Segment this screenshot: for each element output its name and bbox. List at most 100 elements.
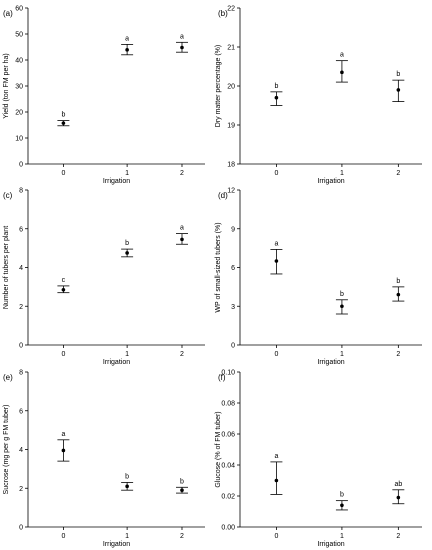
data-point [180,237,184,242]
significance-letter: b [125,473,129,480]
y-tick-label: 40 [15,58,23,65]
x-axis-title: Irrigation [317,359,344,366]
y-tick-label: 0.10 [221,370,235,377]
y-axis-title: WP of small-sized tubers (%) [215,222,222,312]
x-tick-label: 0 [274,351,278,358]
y-tick-label: 2 [19,304,23,311]
x-tick-label: 2 [396,533,400,540]
panel-label: (e) [3,373,13,382]
data-point [396,495,401,500]
x-axis-title: Irrigation [317,541,344,548]
significance-letter: ab [394,481,402,488]
x-tick-label: 1 [125,351,129,358]
data-point [61,448,66,453]
y-tick-label: 0 [19,343,23,350]
y-tick-label: 0 [19,525,23,532]
panel-label: (f) [218,373,226,382]
significance-letter: a [180,33,184,40]
x-tick-label: 1 [340,351,344,358]
y-tick-label: 0.08 [221,401,235,408]
data-point [340,503,344,508]
significance-letter: b [396,71,400,78]
significance-letter: a [340,52,344,59]
x-tick-label: 2 [180,533,184,540]
data-point [274,95,279,100]
x-tick-label: 0 [61,170,65,177]
y-tick-label: 60 [15,6,23,13]
y-axis-title: Yield (ton FM per ha) [3,53,10,119]
y-axis-title: Number of tubers per plant [3,226,10,309]
x-tick-label: 0 [61,351,65,358]
y-tick-label: 22 [227,6,235,13]
y-tick-label: 12 [227,188,235,195]
y-tick-label: 21 [227,45,235,52]
y-tick-label: 6 [19,226,23,233]
y-tick-label: 0.00 [221,525,235,532]
data-point [340,304,344,309]
y-tick-label: 6 [19,408,23,415]
significance-letter: b [61,112,65,119]
y-tick-label: 20 [15,110,23,117]
x-tick-label: 2 [180,170,184,177]
significance-letter: b [125,240,129,247]
y-tick-label: 4 [19,265,23,272]
x-tick-label: 1 [340,533,344,540]
x-tick-label: 0 [274,533,278,540]
significance-letter: b [340,492,344,499]
data-point [274,259,279,263]
y-tick-label: 10 [15,136,23,143]
y-tick-label: 0.04 [221,463,235,470]
x-tick-label: 1 [125,170,129,177]
y-tick-label: 9 [231,226,235,233]
y-tick-label: 20 [227,84,235,91]
x-axis-title: Irrigation [103,178,130,185]
data-point [180,45,184,50]
y-axis-title: Sucrose (mg per g FM tuber) [3,405,10,495]
significance-letter: c [62,277,66,284]
y-tick-label: 19 [227,123,235,130]
x-tick-label: 0 [61,533,65,540]
x-tick-label: 2 [396,351,400,358]
y-tick-label: 8 [19,370,23,377]
y-tick-label: 4 [19,447,23,454]
data-point [125,484,129,489]
x-axis-title: Irrigation [103,359,130,366]
x-tick-label: 1 [125,533,129,540]
y-tick-label: 50 [15,32,23,39]
y-tick-label: 18 [227,162,235,169]
x-axis-title: Irrigation [103,541,130,548]
x-tick-label: 0 [274,170,278,177]
significance-letter: a [180,225,184,232]
data-point [125,48,129,52]
data-point [340,70,344,75]
x-tick-label: 1 [340,170,344,177]
y-axis-title: Glucose (% of FM tuber) [215,411,222,487]
significance-letter: a [274,240,278,247]
y-tick-label: 3 [231,304,235,311]
data-point [61,287,66,292]
y-tick-label: 0.06 [221,432,235,439]
panel-label: (c) [3,191,13,200]
panel-label: (a) [3,9,13,18]
significance-letter: b [340,291,344,298]
data-point [396,292,401,297]
significance-letter: a [274,453,278,460]
y-tick-label: 0 [19,162,23,169]
significance-letter: b [396,278,400,285]
x-axis-title: Irrigation [317,178,344,185]
significance-letter: b [180,478,184,485]
panel-label: (d) [218,191,228,200]
significance-letter: b [274,83,278,90]
x-tick-label: 2 [396,170,400,177]
y-tick-label: 6 [231,265,235,272]
y-tick-label: 30 [15,84,23,91]
significance-letter: a [61,431,65,438]
x-tick-label: 2 [180,351,184,358]
data-point [180,488,184,492]
y-tick-label: 0 [231,343,235,350]
y-tick-label: 2 [19,486,23,493]
y-axis-title: Dry matter percentage (%) [215,45,222,127]
y-tick-label: 8 [19,188,23,195]
data-point [61,121,66,125]
